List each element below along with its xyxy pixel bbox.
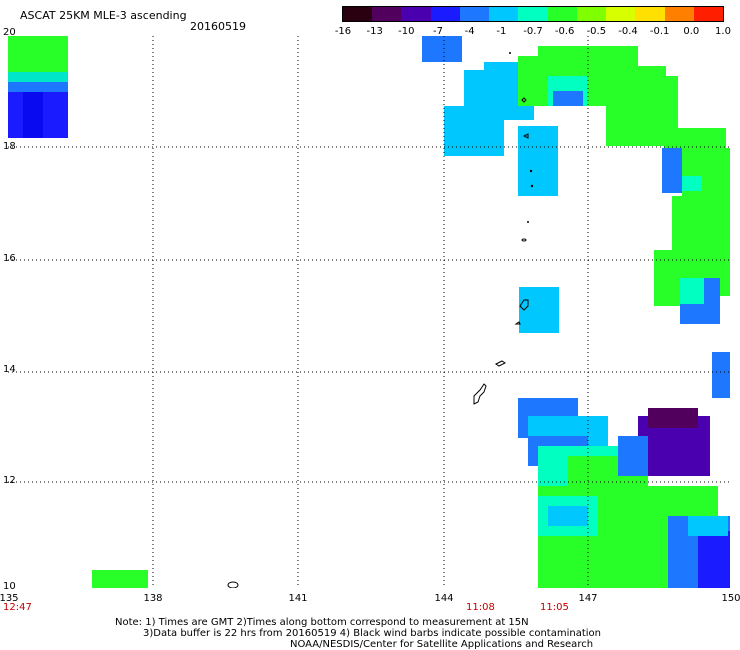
colorbar-tick-label: -1	[496, 26, 507, 37]
colorbar-segment	[693, 7, 724, 21]
colorbar-tick-label: -0.7	[523, 26, 543, 37]
map-canvas	[8, 36, 732, 589]
colorbar-segment	[635, 7, 665, 21]
lat-label-12: 12	[3, 475, 16, 486]
map-title: ASCAT 25KM MLE-3 ascending	[20, 9, 187, 22]
lon-label-138: 138	[143, 593, 163, 604]
colorbar-segment	[401, 7, 431, 21]
colorbar	[342, 6, 724, 22]
coastlines	[227, 97, 529, 589]
colorbar-tick-label: -4	[464, 26, 475, 37]
colorbar-tick-label: -7	[433, 26, 443, 37]
colorbar-tick-label: -0.6	[554, 26, 575, 37]
note-line-3: NOAA/NESDIS/Center for Satellite Applica…	[290, 639, 594, 650]
colorbar-tick-label: -16	[334, 26, 352, 37]
lat-label-18: 18	[3, 141, 16, 152]
colorbar-segment	[459, 7, 490, 21]
map-plot	[8, 36, 732, 589]
time-label-left: 12:47	[3, 602, 32, 613]
lat-label-14: 14	[3, 364, 16, 375]
lat-label-10: 10	[3, 581, 16, 592]
small-islands	[509, 52, 534, 223]
colorbar-tick-label: -0.5	[586, 26, 607, 37]
lon-label-141: 141	[288, 593, 308, 604]
lat-label-16: 16	[3, 253, 16, 264]
colorbar-tick-label: 0.0	[683, 26, 700, 37]
colorbar-segment	[343, 7, 373, 21]
colorbar-tick-label: -0.4	[618, 26, 638, 37]
time-label-mid1: 11:08	[466, 602, 495, 613]
time-label-mid2: 11:05	[540, 602, 569, 613]
lon-label-144: 144	[434, 593, 454, 604]
colorbar-segment	[430, 7, 460, 21]
map-grid	[8, 36, 730, 588]
colorbar-segment	[372, 7, 402, 21]
colorbar-segment	[664, 7, 694, 21]
colorbar-segment	[489, 7, 519, 21]
colorbar-segment	[518, 7, 548, 21]
lon-label-135: 135	[0, 593, 19, 604]
colorbar-segment	[606, 7, 636, 21]
map-date: 20160519	[190, 20, 246, 33]
lon-label-147: 147	[578, 593, 598, 604]
colorbar-segment	[576, 7, 607, 21]
colorbar-tick-label: -13	[366, 26, 383, 37]
lon-label-150: 150	[721, 593, 740, 604]
lat-label-20: 20	[3, 27, 16, 38]
colorbar-tick-label: -10	[398, 26, 415, 37]
note-line-1: Note: 1) Times are GMT 2)Times along bot…	[115, 617, 529, 628]
note-line-2: 3)Data buffer is 22 hrs from 20160519 4)…	[143, 628, 601, 639]
colorbar-segment	[547, 7, 577, 21]
colorbar-tick-label: 1.0	[715, 26, 731, 37]
colorbar-tick-label: -0.1	[649, 26, 670, 37]
wind-swath	[8, 36, 732, 588]
